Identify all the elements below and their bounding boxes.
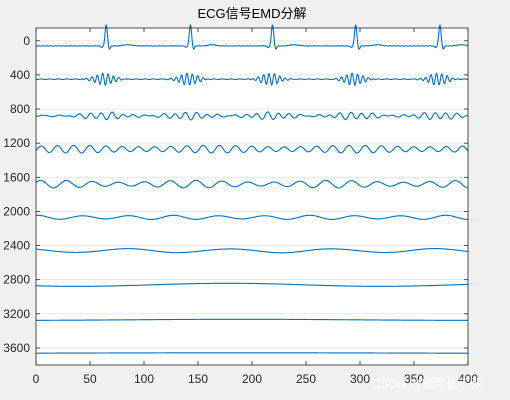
y-tick-label-800: 800 — [10, 102, 30, 116]
series-line-3 — [35, 111, 469, 121]
series-line-6 — [35, 214, 469, 220]
plot-area — [36, 28, 468, 365]
series-line-5 — [35, 179, 469, 189]
x-tick-label-400: 400 — [458, 372, 478, 386]
watermark: CSDN @紫到长不胖 — [372, 377, 482, 391]
y-tick-label-3200: 3200 — [3, 307, 30, 321]
series-line-4 — [35, 144, 469, 154]
x-tick-label-350: 350 — [404, 372, 424, 386]
y-tick-label-3600: 3600 — [3, 341, 30, 355]
series-line-2 — [35, 72, 469, 86]
x-tick-label-0: 0 — [33, 372, 40, 386]
y-tick-label-1600: 1600 — [3, 170, 30, 184]
y-tick-label-400: 400 — [10, 68, 30, 82]
x-tick-label-300: 300 — [350, 372, 370, 386]
x-tick-label-100: 100 — [134, 372, 154, 386]
series-line-1 — [35, 24, 469, 50]
x-tick-label-150: 150 — [188, 372, 208, 386]
grid-layer — [36, 40, 468, 349]
series-line-9 — [36, 318, 468, 321]
y-tick-label-2400: 2400 — [3, 239, 30, 253]
y-tick-label-0: 0 — [23, 34, 30, 48]
y-tick-label-1200: 1200 — [3, 136, 30, 150]
x-tick-label-250: 250 — [296, 372, 316, 386]
y-tick-label-2800: 2800 — [3, 273, 30, 287]
x-tick-label-200: 200 — [242, 372, 262, 386]
series-line-7 — [35, 248, 469, 254]
tick-layer: 0 400 800 1200 1600 2000 2400 2800 3200 3600 0 50 10… — [3, 28, 478, 386]
series-line-8 — [35, 282, 469, 287]
series-layer — [35, 24, 469, 354]
chart-title: ECG信号EMD分解 — [197, 6, 306, 21]
y-tick-label-2000: 2000 — [3, 204, 30, 218]
x-tick-label-50: 50 — [83, 372, 97, 386]
